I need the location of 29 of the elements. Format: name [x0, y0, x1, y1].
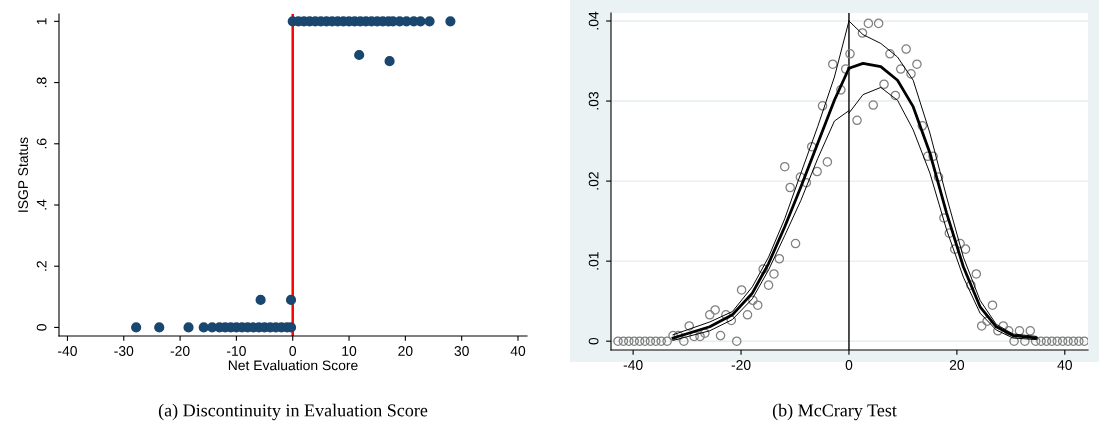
x-tick-label: 0	[845, 360, 853, 370]
y-tick-label: 0	[588, 337, 599, 345]
x-tick-label: 0	[289, 346, 297, 356]
x-tick-label: 30	[454, 346, 469, 356]
x-tick-label: 20	[398, 346, 413, 356]
y-tick-label: .03	[588, 92, 599, 110]
x-tick-label: -20	[170, 346, 190, 356]
x-tick-label: -10	[226, 346, 246, 356]
y-tick-label: .8	[36, 77, 47, 88]
x-tick-label: -30	[114, 346, 134, 356]
y-axis-title: ISGP Status	[18, 137, 29, 212]
x-tick-label: -40	[623, 360, 643, 370]
x-axis-title: Net Evaluation Score	[228, 360, 358, 371]
y-tick-label: 0	[36, 324, 47, 331]
x-tick-label: -40	[58, 346, 77, 356]
y-tick-label: 1	[36, 18, 47, 25]
x-tick-label: 40	[510, 346, 526, 356]
y-tick-label: .6	[36, 138, 47, 149]
text: (b) McCrary Test	[772, 403, 897, 421]
x-tick-label: 10	[342, 346, 357, 356]
y-tick-label: .4	[36, 199, 47, 210]
x-tick-label: 20	[949, 360, 965, 370]
text: (a) Discontinuity in Evaluation Score	[158, 403, 428, 421]
y-tick-label: .2	[36, 261, 47, 271]
y-tick-label: .01	[588, 252, 599, 270]
y-tick-label: .04	[588, 11, 599, 30]
x-tick-label: 40	[1057, 360, 1072, 370]
y-tick-label: .02	[588, 172, 599, 190]
x-tick-label: -20	[731, 360, 751, 370]
